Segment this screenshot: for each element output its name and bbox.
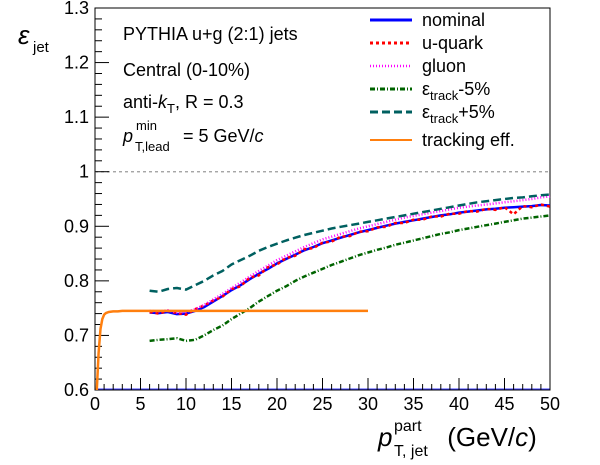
series-line-1	[149, 203, 551, 316]
legend-label-track-plus: εtrack+5%	[422, 102, 495, 126]
y-tick-label: 0.6	[64, 380, 89, 400]
x-tick-label: 30	[358, 394, 378, 414]
legend-label-u-quark: u-quark	[422, 33, 484, 53]
svg-text:(GeV/c): (GeV/c)	[440, 422, 537, 452]
x-tick-label: 0	[90, 394, 100, 414]
svg-text:p: p	[122, 126, 133, 146]
y-tick-label: 0.7	[64, 325, 89, 345]
annotation-lead-pt: p min T,lead = 5 GeV/c	[122, 118, 264, 154]
legend-label-track-minus: εtrack-5%	[422, 79, 490, 103]
y-tick-label: 0.9	[64, 216, 89, 236]
series-line-2	[149, 195, 551, 314]
series-line-4	[149, 193, 551, 294]
legend: nominal u-quark gluon εtrack-5% εtrack+5…	[370, 10, 515, 150]
x-tick-label: 45	[494, 394, 514, 414]
y-tick-label: 1.1	[64, 107, 89, 127]
legend-label-gluon: gluon	[422, 56, 466, 76]
x-tick-label: 40	[449, 394, 469, 414]
y-tick-label: 0.8	[64, 271, 89, 291]
series-line-3	[149, 214, 551, 343]
x-tick-label: 35	[403, 394, 423, 414]
x-tick-label: 25	[312, 394, 332, 414]
x-tick-label: 15	[221, 394, 241, 414]
y-axis-label: ε	[18, 20, 30, 50]
annotation-generator: PYTHIA u+g (2:1) jets	[123, 24, 298, 44]
annotation-algorithm: anti-kT, R = 0.3	[123, 92, 244, 116]
legend-label-tracking-eff: tracking eff.	[422, 130, 515, 150]
x-tick-label: 10	[176, 394, 196, 414]
x-tick-label: 50	[540, 394, 560, 414]
svg-text:p: p	[377, 422, 392, 452]
svg-text:min: min	[136, 118, 157, 133]
axes: 0 5 10 15 20 25 30 35 40 45 50 0.6 0.7 0.8 0.9 1 1.1 1.2 1…	[64, 0, 560, 414]
x-axis-label: p part T, jet (GeV/c)	[377, 418, 537, 460]
y-tick-label: 1.3	[64, 0, 89, 18]
x-tick-label: 20	[267, 394, 287, 414]
svg-text:part: part	[394, 418, 422, 435]
y-axis-label-sub: jet	[32, 39, 50, 56]
y-tick-label: 1.2	[64, 53, 89, 73]
legend-label-nominal: nominal	[422, 10, 485, 30]
annotations: PYTHIA u+g (2:1) jets Central (0-10%) an…	[122, 24, 298, 154]
svg-text:= 5 GeV/c: = 5 GeV/c	[178, 126, 264, 146]
svg-text:T,lead: T,lead	[135, 139, 170, 154]
x-tick-label: 5	[135, 394, 145, 414]
annotation-centrality: Central (0-10%)	[123, 60, 250, 80]
reference-lines	[95, 171, 550, 390]
y-tick-label: 1	[79, 162, 89, 182]
series-line-5	[95, 309, 368, 391]
series-lines	[95, 193, 551, 391]
svg-text:T, jet: T, jet	[394, 443, 428, 460]
